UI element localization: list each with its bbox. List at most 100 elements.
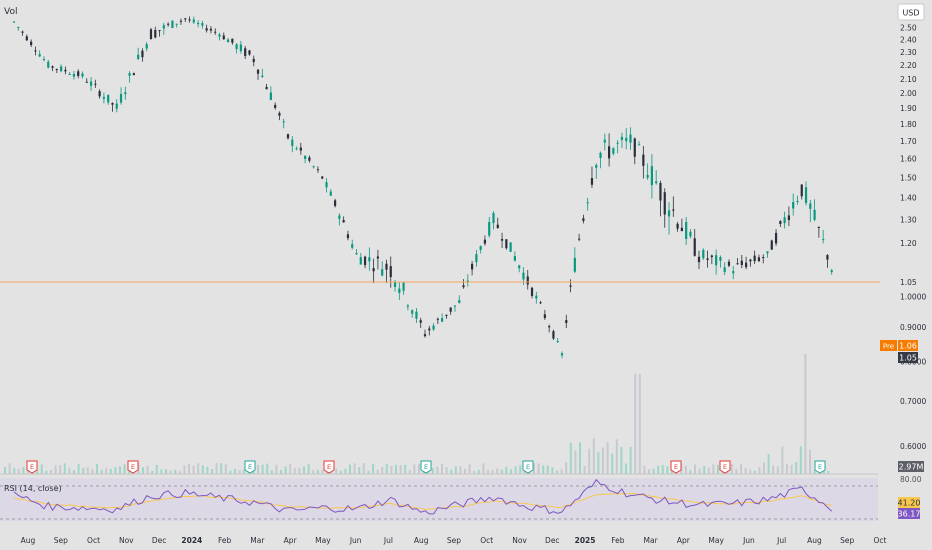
earnings-marker[interactable]: E [244, 460, 256, 474]
earnings-marker[interactable]: E [26, 460, 38, 474]
volume-bar [114, 467, 117, 474]
volume-bar [689, 470, 692, 474]
volume-bar [505, 466, 508, 474]
candle-body [530, 287, 534, 296]
candle-body [299, 147, 302, 151]
rsi-title: RSI (14, close) [4, 484, 62, 493]
candle-body [757, 257, 761, 262]
currency-button[interactable]: USD [897, 3, 925, 21]
candle-body [548, 326, 551, 328]
earnings-marker[interactable]: E [323, 460, 335, 474]
rsi-ma-line [13, 492, 832, 511]
candle-body [363, 256, 367, 266]
candle-body [107, 94, 110, 103]
earnings-marker-label: E [723, 463, 727, 471]
volume-bar [206, 466, 209, 474]
candle-body [12, 21, 16, 23]
volume-bar [648, 469, 650, 474]
candle-body [830, 270, 833, 273]
candle-body [256, 69, 260, 74]
candle-body [184, 18, 187, 20]
earnings-marker[interactable]: E [420, 460, 432, 474]
time-axis-label: Oct [87, 536, 100, 545]
volume-bar [59, 465, 62, 474]
price-tick-label: 2.40 [900, 36, 917, 45]
volume-bar [372, 463, 374, 474]
candle-body [231, 38, 234, 43]
candle-body [81, 73, 84, 77]
candle-body [573, 257, 576, 272]
volume-bar [500, 469, 503, 474]
candle-body [590, 178, 594, 185]
candle-body [804, 187, 808, 204]
volume-bar [261, 464, 264, 474]
volume-bar [749, 469, 752, 474]
candle-body [402, 282, 405, 291]
volume-bar [234, 469, 236, 474]
volume-bar [795, 461, 798, 474]
volume-bar [68, 467, 71, 474]
candle-body [723, 267, 726, 273]
candle-body [766, 251, 769, 254]
volume-bar [496, 468, 499, 474]
candle-body [158, 30, 161, 32]
earnings-marker[interactable]: E [719, 460, 731, 474]
candle-body [552, 331, 555, 339]
candle-body [736, 263, 739, 265]
volume-bar [758, 466, 761, 474]
earnings-marker[interactable]: E [127, 460, 139, 474]
candle-body [792, 202, 795, 209]
rsi-value-badge: 36.17 [898, 508, 920, 519]
candle-body [822, 239, 825, 241]
volume-last: 2.97M [899, 463, 924, 472]
candle-body [124, 92, 127, 95]
earnings-marker[interactable]: E [522, 460, 534, 474]
candle-body [137, 54, 140, 59]
volume-bar [611, 453, 614, 474]
volume-bar [514, 466, 517, 474]
earnings-marker[interactable]: E [814, 460, 826, 474]
earnings-marker[interactable]: E [670, 460, 682, 474]
time-axis-label: Aug [414, 536, 429, 545]
candle-body [774, 232, 778, 244]
candle-body [603, 139, 606, 143]
pre-label: Pre [883, 343, 894, 351]
volume-bar [657, 465, 660, 474]
time-axis-label: Dec [545, 536, 560, 545]
candle-body [787, 215, 791, 221]
candle-body [381, 269, 384, 276]
candle-body [222, 35, 225, 40]
candle-body [265, 86, 268, 90]
volume-bar [289, 463, 292, 474]
time-axis-label: Sep [447, 536, 461, 545]
candle-body [441, 318, 444, 322]
candle-body [595, 165, 598, 168]
earnings-marker-label: E [424, 463, 428, 471]
candle-body [453, 305, 457, 307]
candle-body [295, 148, 298, 150]
time-axis-label: Sep [840, 536, 854, 545]
volume-bar [799, 446, 802, 474]
volume-bar [303, 466, 305, 474]
volume-bar [813, 470, 816, 474]
price-tick-label: 2.10 [900, 75, 917, 84]
candle-body [154, 30, 157, 38]
candle-body [616, 142, 619, 144]
candle-body [304, 155, 307, 159]
candle-body [282, 121, 285, 123]
price-tick-label: 2.20 [900, 61, 917, 70]
candle-body [209, 28, 213, 31]
candle-body [115, 103, 118, 109]
volume-bar [4, 466, 6, 474]
candle-body [342, 220, 345, 223]
volume-bar [753, 470, 756, 474]
candle-body [346, 234, 350, 239]
candle-body [535, 295, 538, 299]
earnings-marker-label: E [30, 463, 34, 471]
volume-bar [445, 467, 448, 474]
volume-bar [684, 465, 687, 474]
candle-body [55, 68, 58, 70]
earnings-marker-badge [26, 460, 38, 474]
candle-body [102, 96, 106, 99]
